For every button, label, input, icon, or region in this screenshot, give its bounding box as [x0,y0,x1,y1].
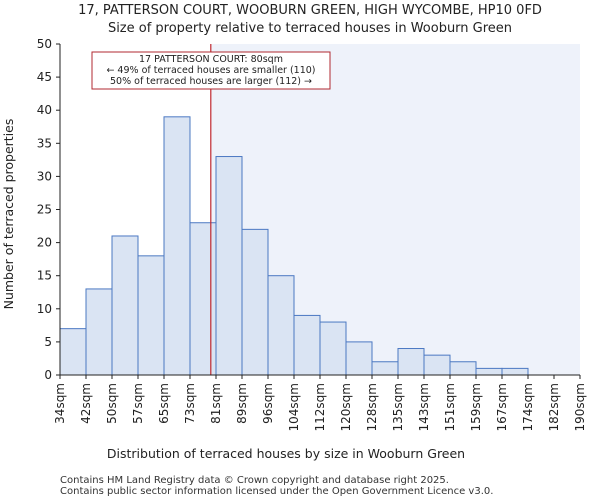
x-tick-label: 128sqm [365,383,379,431]
bar-128sqm [371,361,399,376]
y-tick-label: 40 [37,103,52,117]
bar-112sqm [319,321,347,376]
x-tick-label: 167sqm [495,383,509,431]
chart-title: 17, PATTERSON COURT, WOOBURN GREEN, HIGH… [78,3,542,18]
y-tick-label: 5 [44,335,52,349]
y-tick-label: 0 [44,368,52,382]
x-tick-label: 143sqm [417,383,431,431]
y-tick-label: 10 [37,302,52,316]
bar-143sqm [423,354,451,376]
x-tick-label: 34sqm [53,383,67,424]
bar-159sqm [475,367,503,376]
x-tick-label: 50sqm [105,383,119,424]
y-tick-label: 30 [37,169,52,183]
bar-81sqm [215,156,243,376]
x-tick-label: 104sqm [287,383,301,431]
annotation-line-2: ← 49% of terraced houses are smaller (11… [106,65,315,76]
y-tick-label: 25 [37,203,52,217]
x-tick-label: 159sqm [469,383,483,431]
bar-34sqm [59,328,87,376]
plot-area: 0 5 10 15 20 25 30 35 40 45 50 34sqm 42sqm 50sqm 57sq… [37,37,587,431]
bar-73sqm [189,222,217,376]
x-tick-label: 89sqm [235,383,249,424]
x-tick-label: 151sqm [443,383,457,431]
footer-line-2: Contains public sector information licen… [60,486,493,497]
bar-151sqm [449,361,477,376]
y-tick-label: 45 [37,70,52,84]
x-tick-label: 112sqm [313,383,327,431]
y-tick-label: 15 [37,269,52,283]
y-tick-label: 35 [37,136,52,150]
bars-group [59,116,529,376]
bar-42sqm [85,288,113,376]
x-ticks-group: 34sqm 42sqm 50sqm 57sqm 65sqm 73sqm 81sqm 89sqm… [53,375,587,431]
x-tick-label: 57sqm [131,383,145,424]
x-tick-label: 120sqm [339,383,353,431]
x-tick-label: 65sqm [157,383,171,424]
bar-96sqm [267,275,295,376]
annotation-box: 17 PATTERSON COURT: 80sqm ← 49% of terra… [91,51,331,90]
bar-167sqm [501,367,529,376]
x-tick-label: 135sqm [391,383,405,431]
chart-subtitle: Size of property relative to terraced ho… [108,21,512,36]
x-tick-label: 81sqm [209,383,223,424]
bar-120sqm [345,341,373,376]
y-tick-label: 20 [37,236,52,250]
y-ticks-group: 0 5 10 15 20 25 30 35 40 45 50 [37,37,60,382]
y-axis-label: Number of terraced properties [1,119,16,310]
x-axis-label: Distribution of terraced houses by size … [107,446,465,461]
x-tick-label: 174sqm [521,383,535,431]
x-tick-label: 190sqm [573,383,587,431]
annotation-line-3: 50% of terraced houses are larger (112) … [110,76,312,87]
x-tick-label: 73sqm [183,383,197,424]
bar-135sqm [397,348,425,376]
bar-65sqm [163,116,191,376]
bar-89sqm [241,228,269,376]
x-tick-label: 42sqm [79,383,93,424]
bar-57sqm [137,255,165,376]
bar-104sqm [293,314,321,376]
footer-line-1: Contains HM Land Registry data © Crown c… [60,475,449,486]
x-tick-label: 96sqm [261,383,275,424]
bar-50sqm [111,235,139,376]
annotation-line-1: 17 PATTERSON COURT: 80sqm [139,54,283,65]
x-tick-label: 182sqm [547,383,561,431]
y-tick-label: 50 [37,37,52,51]
